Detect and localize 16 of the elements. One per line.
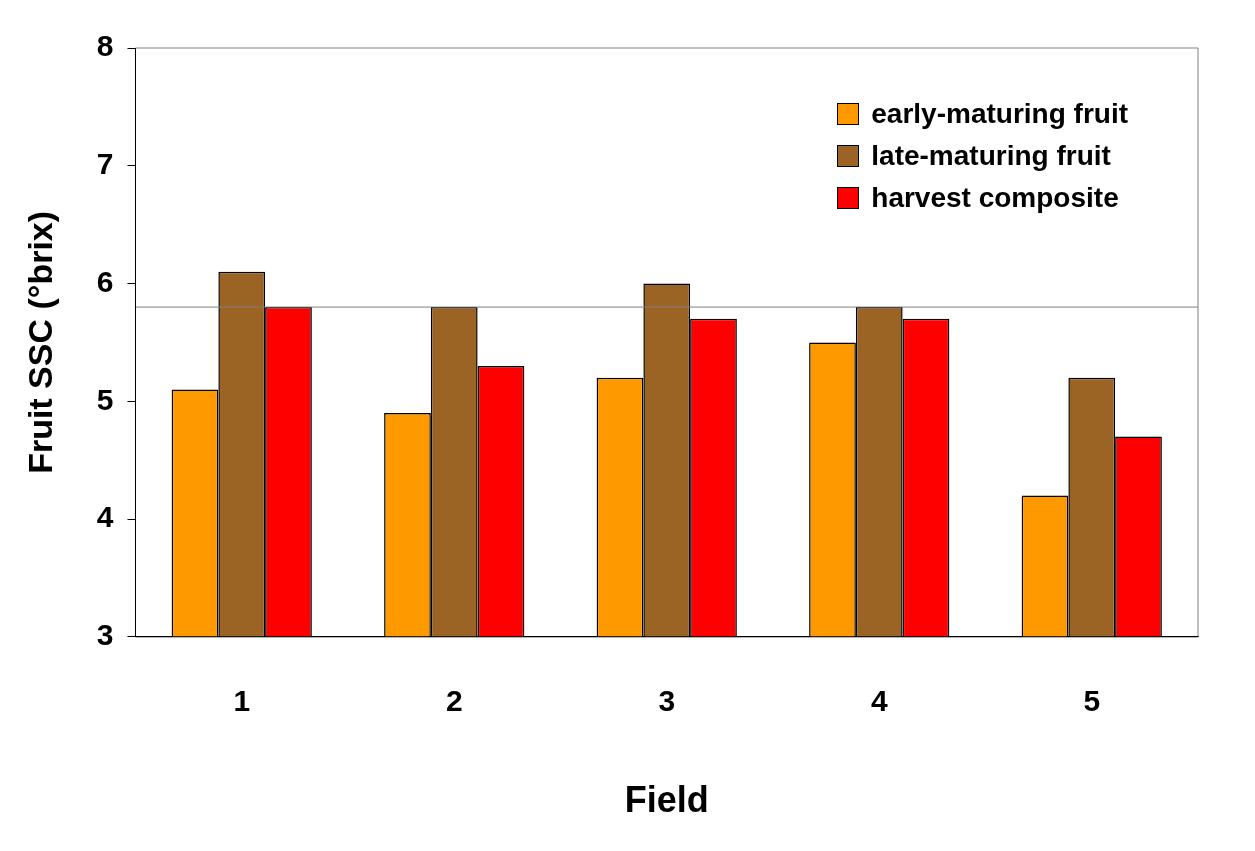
legend-label: harvest composite	[871, 182, 1119, 214]
y-tick-label: 4	[96, 500, 114, 534]
x-tick-label: 2	[445, 684, 463, 718]
x-tick-label: 4	[870, 684, 888, 718]
y-tick-label: 6	[96, 264, 114, 298]
y-tick-label: 8	[96, 29, 114, 63]
legend-label: late-maturing fruit	[871, 140, 1111, 172]
y-tick-label: 5	[96, 382, 114, 416]
legend-label: early-maturing fruit	[871, 98, 1128, 130]
x-axis-title: Field	[624, 779, 709, 821]
x-tick-label: 3	[658, 684, 676, 718]
x-tick-label: 5	[1083, 684, 1101, 718]
y-tick-label: 3	[96, 618, 114, 652]
y-tick-label: 7	[96, 147, 114, 181]
x-tick-label: 1	[233, 684, 251, 718]
y-axis-title: Fruit SSC (°brix)	[20, 210, 59, 474]
